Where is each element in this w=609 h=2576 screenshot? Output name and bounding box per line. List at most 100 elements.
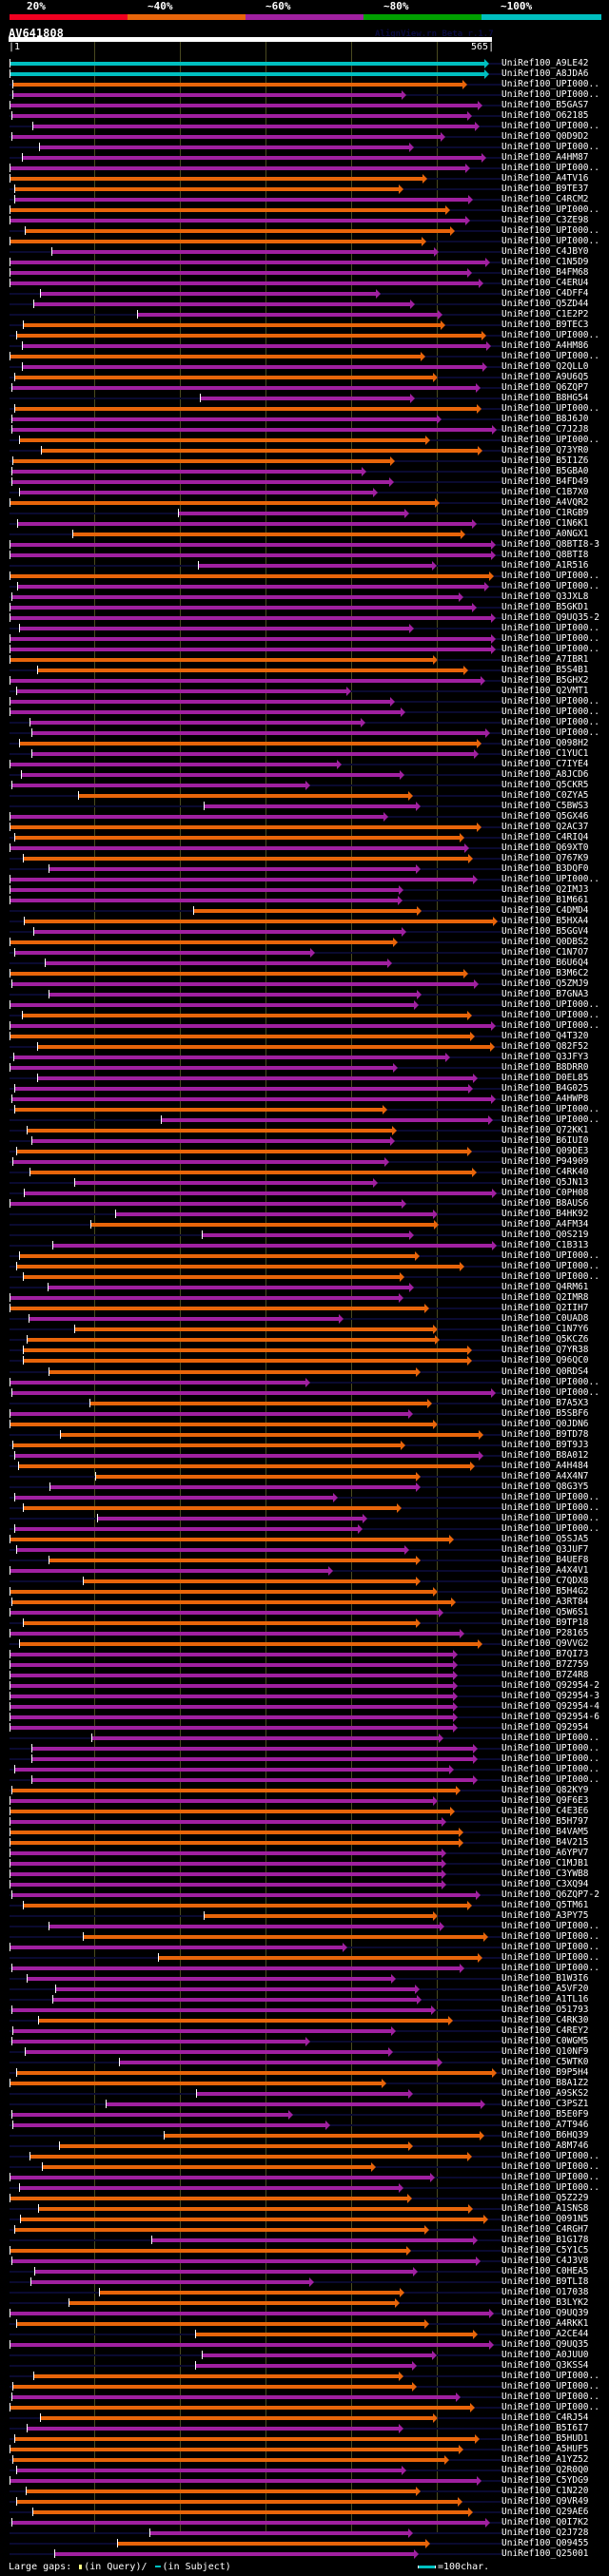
alignment-row[interactable]: UniRef100_C4REY2	[0, 2025, 609, 2036]
hit-bar[interactable]	[13, 951, 310, 956]
hit-label[interactable]: UniRef100_B8A012	[501, 1449, 589, 1461]
hit-bar[interactable]	[12, 1056, 446, 1060]
hit-bar[interactable]	[22, 857, 469, 862]
alignment-row[interactable]: UniRef100_C4RK30	[0, 2015, 609, 2025]
hit-label[interactable]: UniRef100_UPI000..	[501, 999, 599, 1011]
hit-bar[interactable]	[89, 1223, 435, 1228]
hit-label[interactable]: UniRef100_A4HM86	[501, 340, 589, 352]
hit-label[interactable]: UniRef100_Q2VMT1	[501, 686, 589, 697]
alignment-row[interactable]: UniRef100_B5GKD1	[0, 602, 609, 613]
alignment-row[interactable]: UniRef100_UPI000..	[0, 2371, 609, 2381]
hit-bar[interactable]	[13, 407, 478, 412]
hit-label[interactable]: UniRef100_B5I6I7	[501, 2422, 589, 2433]
alignment-row[interactable]: UniRef100_Q0I7K2	[0, 2517, 609, 2528]
hit-bar[interactable]	[10, 1714, 454, 1719]
hit-label[interactable]: UniRef100_Q2IMR8	[501, 1292, 589, 1304]
alignment-row[interactable]: UniRef100_A4X4V1	[0, 1565, 609, 1576]
hit-label[interactable]: UniRef100_C3XQ94	[501, 1878, 589, 1889]
hit-label[interactable]: UniRef100_A8M746	[501, 2140, 589, 2151]
hit-bar[interactable]	[21, 365, 482, 370]
hit-label[interactable]: UniRef100_B9TP18	[501, 1617, 589, 1628]
hit-bar[interactable]	[52, 1244, 492, 1249]
hit-label[interactable]: UniRef100_B7Z4R8	[501, 1669, 589, 1680]
hit-bar[interactable]	[11, 1443, 402, 1447]
hit-bar[interactable]	[195, 2332, 473, 2336]
hit-label[interactable]: UniRef100_B4V215	[501, 1836, 589, 1848]
hit-bar[interactable]	[10, 1035, 471, 1039]
hit-label[interactable]: UniRef100_UPI000..	[501, 1250, 599, 1262]
hit-bar[interactable]	[19, 2217, 483, 2221]
hit-bar[interactable]	[16, 334, 481, 339]
alignment-row[interactable]: UniRef100_UPI000..	[0, 1492, 609, 1502]
hit-bar[interactable]	[10, 1871, 442, 1876]
alignment-row[interactable]: UniRef100_A1R516	[0, 560, 609, 571]
hit-bar[interactable]	[10, 553, 491, 558]
alignment-row[interactable]: UniRef100_Q767K9	[0, 853, 609, 864]
alignment-row[interactable]: UniRef100_C1N6K1	[0, 518, 609, 530]
alignment-row[interactable]: UniRef100_UPI000..	[0, 1942, 609, 1952]
hit-bar[interactable]	[47, 1286, 410, 1290]
alignment-row[interactable]: UniRef100_UPI000..	[0, 1261, 609, 1272]
hit-bar[interactable]	[201, 2353, 432, 2357]
hit-bar[interactable]	[31, 1746, 473, 1751]
hit-label[interactable]: UniRef100_C4JBY0	[501, 246, 589, 258]
alignment-row[interactable]: UniRef100_B9T9J3	[0, 1440, 609, 1450]
hit-label[interactable]: UniRef100_Q7YR38	[501, 1345, 589, 1356]
alignment-row[interactable]: UniRef100_A3PY75	[0, 1910, 609, 1921]
alignment-row[interactable]: UniRef100_A4VQR2	[0, 497, 609, 509]
hit-label[interactable]: UniRef100_Q4RM61	[501, 1282, 589, 1293]
alignment-row[interactable]: UniRef100_UPI000..	[0, 1743, 609, 1753]
hit-bar[interactable]	[10, 1725, 454, 1730]
hit-bar[interactable]	[44, 961, 387, 966]
alignment-row[interactable]: UniRef100_UPI000..	[0, 696, 609, 707]
alignment-row[interactable]: UniRef100_Q25001	[0, 2548, 609, 2559]
hit-bar[interactable]	[10, 386, 476, 391]
hit-label[interactable]: UniRef100_B7A5X3	[501, 1397, 589, 1408]
hit-label[interactable]: UniRef100_UPI000..	[501, 707, 599, 718]
hit-bar[interactable]	[10, 135, 441, 140]
alignment-row[interactable]: UniRef100_P94909	[0, 1156, 609, 1168]
hit-bar[interactable]	[10, 2478, 478, 2483]
alignment-row[interactable]: UniRef100_D0EL85	[0, 1073, 609, 1084]
alignment-row[interactable]: UniRef100_UPI000..	[0, 2182, 609, 2193]
alignment-row[interactable]: UniRef100_A8JDA6	[0, 68, 609, 79]
hit-bar[interactable]	[33, 302, 411, 307]
hit-bar[interactable]	[10, 888, 399, 893]
hit-bar[interactable]	[29, 1171, 472, 1175]
alignment-row[interactable]: UniRef100_UPI000..	[0, 330, 609, 341]
alignment-row[interactable]: UniRef100_Q09DE3	[0, 1146, 609, 1157]
alignment-row[interactable]: UniRef100_O62185	[0, 110, 609, 122]
hit-bar[interactable]	[13, 1453, 480, 1458]
alignment-row[interactable]: UniRef100_C0PH08	[0, 1188, 609, 1199]
hit-bar[interactable]	[10, 177, 422, 182]
hit-label[interactable]: UniRef100_C1N5D9	[501, 257, 589, 268]
hit-bar[interactable]	[10, 72, 485, 76]
hit-label[interactable]: UniRef100_Q8BTI8	[501, 550, 589, 561]
alignment-row[interactable]: UniRef100_UPI000..	[0, 1753, 609, 1764]
hit-label[interactable]: UniRef100_Q25001	[501, 2547, 589, 2559]
hit-bar[interactable]	[10, 1024, 491, 1029]
hit-label[interactable]: UniRef100_Q0S219	[501, 1230, 589, 1241]
hit-label[interactable]: UniRef100_A8JCD6	[501, 769, 589, 781]
alignment-row[interactable]: UniRef100_UPI000..	[0, 163, 609, 174]
alignment-row[interactable]: UniRef100_B4UEF8	[0, 1555, 609, 1565]
hit-bar[interactable]	[10, 470, 362, 475]
alignment-row[interactable]: UniRef100_A4TV16	[0, 173, 609, 184]
hit-label[interactable]: UniRef100_C4ERU4	[501, 278, 589, 289]
hit-label[interactable]: UniRef100_C4DFF4	[501, 288, 589, 300]
hit-bar[interactable]	[16, 1547, 404, 1552]
hit-label[interactable]: UniRef100_B1W3I6	[501, 1972, 589, 1984]
alignment-row[interactable]: UniRef100_Q2IMJ3	[0, 884, 609, 896]
hit-label[interactable]: UniRef100_UPI000..	[501, 696, 599, 707]
hit-bar[interactable]	[18, 491, 373, 495]
alignment-row[interactable]: UniRef100_C1MJB1	[0, 1858, 609, 1869]
alignment-row[interactable]: UniRef100_B5HUD1	[0, 2433, 609, 2444]
hit-bar[interactable]	[18, 1254, 415, 1259]
alignment-row[interactable]: UniRef100_Q5ZMJ9	[0, 978, 609, 990]
hit-label[interactable]: UniRef100_UPI000..	[501, 1522, 599, 1534]
alignment-row[interactable]: UniRef100_B7A5X3	[0, 1398, 609, 1408]
hit-label[interactable]: UniRef100_B5GKD1	[501, 602, 589, 613]
alignment-row[interactable]: UniRef100_C3XQ94	[0, 1879, 609, 1889]
hit-label[interactable]: UniRef100_Q09455	[501, 2537, 589, 2548]
alignment-row[interactable]: UniRef100_UPI000..	[0, 727, 609, 739]
